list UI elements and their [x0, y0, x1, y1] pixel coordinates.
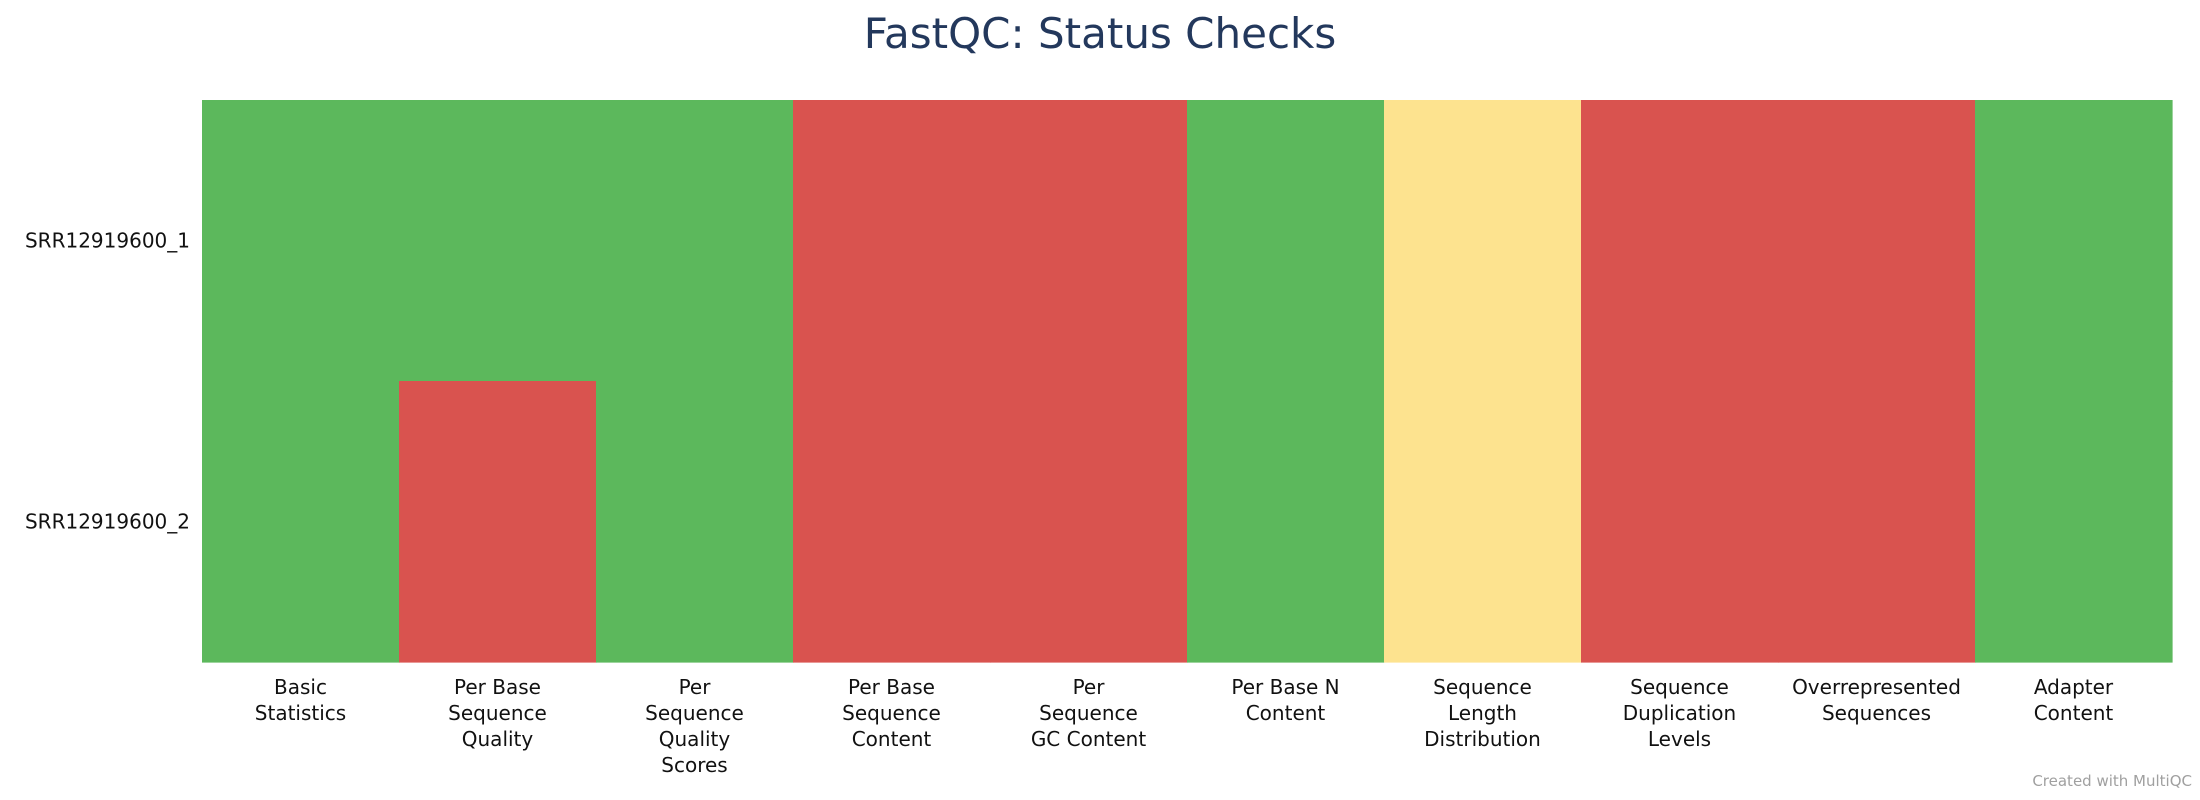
column-label-line: Overrepresented — [1792, 675, 1961, 699]
heatmap-cell — [596, 100, 794, 382]
column-label-line: Sequence — [1039, 701, 1138, 725]
column-label: Sequence Length Distribution — [1424, 675, 1541, 751]
column-label-line: Statistics — [255, 701, 346, 725]
heatmap-cell — [596, 381, 794, 663]
heatmap-cell — [1581, 381, 1779, 663]
column-label: Per Sequence GC Content — [1031, 675, 1147, 751]
column-label-line: Quality — [659, 727, 731, 751]
column-label: Per Base Sequence Content — [842, 675, 941, 751]
column-label-line: Sequence — [1630, 675, 1729, 699]
chart-title: FastQC: Status Checks — [864, 9, 1337, 58]
column-label-line: Distribution — [1424, 727, 1541, 751]
column-label-line: Length — [1448, 701, 1517, 725]
column-label-line: GC Content — [1031, 727, 1147, 751]
row-label: SRR12919600_1 — [25, 229, 190, 253]
column-label-line: Sequence — [842, 701, 941, 725]
column-label-line: Adapter — [2034, 675, 2114, 699]
heatmap-cell — [399, 100, 597, 382]
column-label: Basic Statistics — [255, 675, 346, 725]
column-label-line: Scores — [661, 753, 727, 777]
column-label-line: Sequence — [448, 701, 547, 725]
column-label-line: Sequences — [1822, 701, 1931, 725]
heatmap-cell — [1778, 381, 1976, 663]
heatmap-cell — [399, 381, 597, 663]
heatmap-cell — [990, 100, 1188, 382]
heatmap-cell — [1975, 381, 2173, 663]
column-label-line: Quality — [462, 727, 534, 751]
column-label-line: Content — [1246, 701, 1326, 725]
heatmap-cell — [793, 100, 991, 382]
heatmap-cell — [1384, 100, 1582, 382]
column-label: Sequence Duplication Levels — [1623, 675, 1736, 751]
heatmap-cell — [1778, 100, 1976, 382]
column-label: Per Sequence Quality Scores — [645, 675, 744, 777]
heatmap-cells — [202, 100, 2173, 663]
row-labels: SRR12919600_1 SRR12919600_2 — [25, 229, 190, 534]
heatmap-cell — [202, 381, 400, 663]
heatmap-cell — [1187, 381, 1385, 663]
column-label-line: Content — [852, 727, 932, 751]
column-label-line: Sequence — [645, 701, 744, 725]
column-label: Adapter Content — [2034, 675, 2114, 725]
row-label: SRR12919600_2 — [25, 510, 190, 534]
column-label-line: Basic — [274, 675, 327, 699]
column-label: Per Base Sequence Quality — [448, 675, 547, 751]
column-label-line: Sequence — [1433, 675, 1532, 699]
column-label-line: Per — [1073, 675, 1106, 699]
heatmap-cell — [202, 100, 400, 382]
column-label-line: Duplication — [1623, 701, 1736, 725]
heatmap-cell — [1581, 100, 1779, 382]
column-label-line: Content — [2034, 701, 2114, 725]
column-label: Overrepresented Sequences — [1792, 675, 1961, 725]
heatmap-cell — [1384, 381, 1582, 663]
column-label: Per Base N Content — [1231, 675, 1339, 725]
column-label-line: Levels — [1648, 727, 1711, 751]
column-label-line: Per — [679, 675, 712, 699]
heatmap-cell — [1975, 100, 2173, 382]
column-label-line: Per Base — [848, 675, 935, 699]
heatmap-cell — [1187, 100, 1385, 382]
heatmap-cell — [990, 381, 1188, 663]
heatmap-cell — [793, 381, 991, 663]
column-label-line: Per Base N — [1231, 675, 1339, 699]
multiqc-credit: Created with MultiQC — [2032, 772, 2192, 790]
column-label-line: Per Base — [454, 675, 541, 699]
